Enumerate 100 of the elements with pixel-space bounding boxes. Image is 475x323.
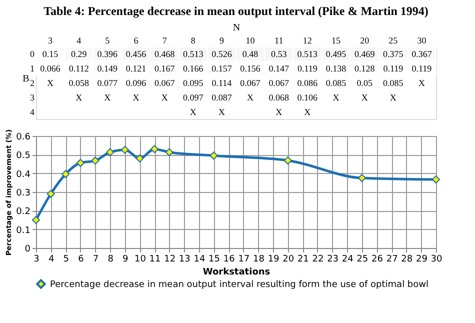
data-label: 0.077 — [97, 78, 118, 88]
legend-label: Percentage decrease in mean output interval resulting form the use of optimal bowl — [50, 280, 429, 290]
data-label: 0.068 — [268, 92, 290, 102]
x-tick-label: 10 — [246, 36, 256, 46]
x-tick-label: 11 — [274, 36, 284, 46]
x-tick-label: 26 — [372, 254, 384, 264]
data-label: 0.119 — [412, 64, 432, 74]
x-tick-label: 12 — [302, 36, 312, 46]
data-label: 0.29 — [70, 49, 88, 60]
x-tick-label: 13 — [178, 254, 190, 264]
data-label: 0.086 — [297, 78, 318, 88]
data-label: 0.156 — [240, 64, 261, 74]
data-label: 0.149 — [97, 64, 118, 74]
data-label: 0.48 — [242, 49, 259, 60]
data-label: 0.106 — [297, 92, 318, 102]
x-tick-label: 30 — [430, 254, 442, 264]
x-tick-label: 23 — [327, 254, 339, 264]
x-tick-label: 17 — [238, 254, 250, 264]
point — [432, 175, 440, 184]
point — [358, 174, 366, 182]
point — [76, 158, 84, 167]
text: X — [361, 92, 368, 102]
data-label: 0.513 — [183, 49, 204, 60]
x-tick-label: 11 — [149, 254, 161, 264]
point — [210, 152, 218, 160]
data-label: 0.097 — [183, 92, 204, 102]
y-tick-label: 1 — [30, 64, 34, 74]
data-label: 0.067 — [154, 78, 176, 88]
x-tick-label: 22 — [312, 254, 324, 264]
x-tick-label: 5 — [63, 254, 69, 264]
y-tick-label: 0 — [24, 244, 31, 254]
y-tick-label: 4 — [30, 106, 35, 117]
x-tick-label: 8 — [190, 36, 196, 46]
y-tick-label: 2 — [30, 78, 34, 88]
data-label: 0.112 — [68, 64, 89, 74]
data-label: 0.138 — [326, 64, 347, 74]
text: X — [132, 92, 140, 102]
data-label: 0.456 — [126, 49, 147, 60]
data-label: 0.128 — [354, 64, 376, 74]
point — [106, 148, 114, 156]
data-label: 0.15 — [42, 49, 59, 60]
x-tick-label: 10 — [134, 254, 146, 264]
data-label: 0.526 — [212, 49, 232, 60]
data-label: 0.167 — [154, 64, 176, 74]
data-label: 0.096 — [126, 78, 147, 88]
data-label: 0.367 — [412, 49, 432, 60]
x-tick-label: 8 — [108, 254, 114, 264]
y-tick-label: 0 — [30, 49, 35, 60]
data-label: 0.067 — [240, 78, 261, 88]
text: X — [276, 106, 282, 117]
point — [120, 146, 129, 154]
text: X — [304, 106, 311, 117]
text: X — [247, 92, 254, 102]
y-tick-label: 0.3 — [16, 188, 30, 198]
x-tick-label: 15 — [208, 254, 220, 264]
data-label: 0.53 — [270, 49, 288, 60]
data-label: 0.085 — [326, 78, 347, 88]
text: X — [332, 92, 340, 102]
x-tick-label: 19 — [268, 254, 280, 264]
point — [32, 216, 40, 224]
data-label: 0.396 — [97, 49, 118, 60]
y-tick-label: 0.1 — [16, 226, 30, 236]
data-label: 0.087 — [212, 92, 232, 102]
text: X — [418, 78, 425, 88]
point — [62, 170, 70, 178]
data-label: 0.469 — [354, 49, 376, 60]
text: X — [104, 92, 111, 102]
point — [150, 145, 159, 154]
point — [165, 148, 174, 156]
x-tick-label: 15 — [332, 36, 341, 46]
y-tick-label: 0.4 — [16, 170, 31, 180]
data-label: 0.114 — [212, 78, 232, 88]
data-label: 0.119 — [383, 64, 404, 74]
x-tick-label: 21 — [297, 254, 309, 264]
y-tick-label: 0.6 — [16, 132, 31, 142]
x-tick-label: 29 — [416, 254, 428, 264]
x-tick-label: 6 — [78, 254, 84, 264]
x-tick-label: 4 — [76, 36, 82, 46]
chart-title: Table 4: Percentage decrease in mean output interval (Pike & Martin 1994) — [44, 4, 428, 18]
data-label: 0.05 — [356, 78, 373, 88]
x-tick-label: 7 — [162, 36, 168, 46]
x-tick-label: 6 — [134, 36, 139, 46]
text: X — [390, 92, 396, 102]
x-tick-label: 27 — [386, 254, 398, 264]
x-axis-title: Workstations — [202, 268, 270, 278]
y-tick-label: 0.5 — [16, 151, 30, 162]
data-label: 0.121 — [126, 64, 146, 74]
data-label: 0.157 — [212, 64, 232, 74]
data-label: 0.375 — [383, 49, 404, 60]
y-axis-title: B — [22, 74, 30, 84]
x-tick-label: 3 — [48, 36, 54, 46]
x-tick-label: 25 — [356, 254, 368, 264]
x-tick-label: 9 — [219, 36, 224, 46]
x-tick-label: 20 — [360, 36, 370, 46]
x-axis-title: N — [232, 22, 240, 34]
x-tick-label: 18 — [252, 254, 265, 264]
data-label: 0.058 — [68, 78, 90, 88]
x-tick-label: 30 — [417, 36, 427, 46]
x-tick-label: 7 — [92, 254, 99, 264]
x-tick-label: 5 — [105, 36, 110, 46]
